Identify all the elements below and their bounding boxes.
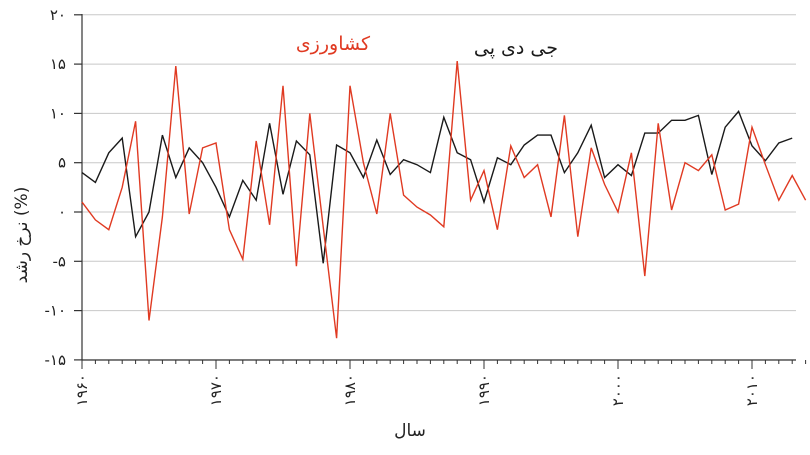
x-tick-label: ۱۹۷۰ xyxy=(207,374,225,406)
series-line-agriculture xyxy=(81,61,807,339)
x-tick-label: ۲۰۱۰ xyxy=(743,374,761,406)
grid-lines xyxy=(82,14,796,361)
x-tick-label: ۱۹۸۰ xyxy=(341,374,359,406)
x-tick-label: ۱۹۹۰ xyxy=(475,374,493,406)
y-tick-label: ۲۰ xyxy=(50,6,66,24)
y-tick-label: ۰ xyxy=(58,203,66,221)
y-tick-label: ۱۵ xyxy=(50,55,66,73)
y-tick-label: ۱۰ xyxy=(50,104,66,122)
series-line-gdp xyxy=(81,110,793,264)
y-tick-label: ۵ xyxy=(58,154,66,172)
legend-label-gdp: جی دی پی xyxy=(474,37,558,59)
legend-label-agriculture: کشاورزی xyxy=(296,33,371,55)
y-tick-label: -۱۵ xyxy=(44,351,66,369)
y-axis-title: نرخ رشد (%) xyxy=(12,187,32,284)
x-tick-label: ۱۹۶۰ xyxy=(73,374,91,406)
x-tick-label: ۲۰۰۰ xyxy=(609,374,627,406)
y-tick-label: -۵ xyxy=(53,252,66,270)
y-tick-label: -۱۰ xyxy=(44,302,66,320)
y-axis: -۱۵ -۱۰ -۵ ۰ ۵ ۱۰ ۱۵ ۲۰ xyxy=(44,6,83,369)
x-axis-title: سال xyxy=(394,421,426,441)
series-lines xyxy=(81,61,807,339)
x-axis: ۱۹۶۰ ۱۹۷۰ ۱۹۸۰ ۱۹۹۰ ۲۰۰۰ ۲۰۱۰ xyxy=(73,359,807,406)
